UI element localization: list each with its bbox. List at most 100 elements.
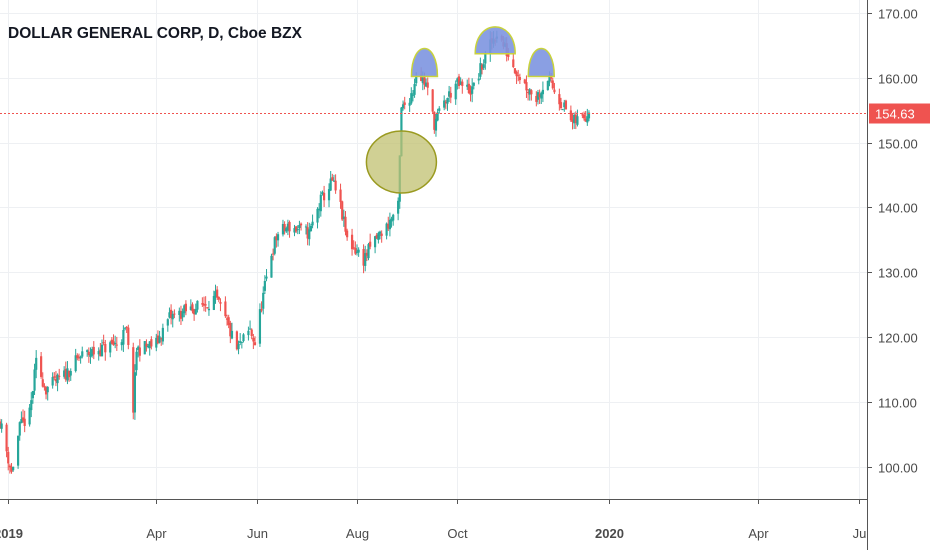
candle-body[interactable] [526, 92, 530, 94]
candle-body[interactable] [97, 351, 100, 355]
candle-body[interactable] [449, 92, 452, 98]
candle-body[interactable] [352, 247, 355, 249]
candle-body[interactable] [40, 356, 43, 377]
candle-body[interactable] [587, 112, 591, 119]
candle-body[interactable] [214, 291, 217, 298]
candle-body[interactable] [258, 309, 262, 344]
candle-body[interactable] [459, 81, 462, 85]
candle-body[interactable] [423, 77, 426, 85]
candle-body[interactable] [173, 313, 176, 315]
candle-body[interactable] [120, 342, 123, 346]
candle-body[interactable] [354, 248, 357, 254]
candle-body[interactable] [191, 304, 194, 312]
candle-body[interactable] [18, 422, 21, 436]
candle-body[interactable] [21, 417, 25, 421]
candle-body[interactable] [401, 104, 405, 109]
candle-body[interactable] [219, 302, 222, 304]
candle-body[interactable] [127, 327, 130, 345]
candle-body[interactable] [515, 71, 518, 77]
candle-body[interactable] [158, 336, 161, 343]
candle-body[interactable] [189, 306, 192, 310]
candle-body[interactable] [194, 309, 197, 315]
candle-body[interactable] [133, 372, 137, 413]
candle-body[interactable] [155, 337, 158, 348]
candle-body[interactable] [100, 344, 104, 357]
candle-body[interactable] [283, 224, 286, 232]
candle-body[interactable] [540, 92, 543, 99]
candle-body[interactable] [184, 303, 188, 312]
candle-body[interactable] [408, 102, 411, 106]
candle-body[interactable] [104, 343, 107, 353]
candle-body[interactable] [375, 234, 378, 239]
candle-body[interactable] [369, 241, 372, 247]
candle-body[interactable] [364, 253, 367, 266]
candle-body[interactable] [8, 465, 11, 468]
candle-body[interactable] [273, 237, 276, 254]
candle-body[interactable] [411, 94, 415, 96]
candle-body[interactable] [293, 228, 296, 233]
candle-body[interactable] [46, 386, 49, 393]
candle-body[interactable] [64, 368, 67, 380]
candle-body[interactable] [433, 111, 436, 130]
candle-body[interactable] [20, 419, 23, 424]
candle-body[interactable] [512, 59, 515, 68]
candle-body[interactable] [311, 221, 314, 226]
candle-body[interactable] [125, 326, 128, 328]
candle-body[interactable] [156, 335, 160, 344]
candle-body[interactable] [471, 86, 474, 94]
candle-body[interactable] [563, 102, 566, 108]
candle-body[interactable] [281, 224, 285, 235]
candle-body[interactable] [227, 317, 230, 325]
candle-body[interactable] [438, 108, 441, 111]
candle-body[interactable] [424, 82, 428, 87]
candle-body[interactable] [446, 97, 449, 104]
candle-body[interactable] [484, 53, 487, 64]
candle-body[interactable] [477, 78, 480, 81]
candle-body[interactable] [114, 342, 117, 344]
candle-body[interactable] [43, 386, 46, 388]
candle-body[interactable] [5, 424, 8, 452]
candle-body[interactable] [135, 351, 138, 371]
candle-body[interactable] [112, 341, 115, 346]
candle-body[interactable] [584, 118, 587, 122]
candle-body[interactable] [472, 82, 475, 86]
candle-body[interactable] [262, 292, 265, 309]
candle-body[interactable] [242, 334, 245, 342]
candle-body[interactable] [339, 189, 342, 202]
candle-body[interactable] [248, 328, 252, 330]
candle-body[interactable] [12, 466, 15, 471]
candle-body[interactable] [318, 208, 321, 210]
candle-body[interactable] [201, 303, 204, 305]
candle-body[interactable] [444, 101, 447, 104]
candle-body[interactable] [225, 318, 229, 320]
candle-body[interactable] [288, 222, 291, 232]
candle-body[interactable] [586, 116, 589, 123]
candle-body[interactable] [91, 349, 94, 356]
candle-body[interactable] [466, 84, 469, 87]
candle-body[interactable] [415, 76, 418, 84]
candle-body[interactable] [79, 356, 82, 359]
candle-body[interactable] [110, 339, 113, 344]
candle-body[interactable] [263, 280, 266, 291]
candle-body[interactable] [558, 94, 561, 105]
candle-body[interactable] [518, 77, 521, 81]
candle-body[interactable] [169, 309, 173, 319]
candle-body[interactable] [434, 118, 438, 131]
candle-body[interactable] [276, 234, 280, 241]
candle-body[interactable] [316, 208, 319, 223]
candle-body[interactable] [308, 229, 311, 240]
candle-body[interactable] [304, 226, 308, 228]
candle-body[interactable] [457, 76, 461, 86]
candle-body[interactable] [378, 231, 382, 234]
candle-body[interactable] [454, 83, 457, 100]
candle-body[interactable] [517, 75, 520, 77]
candle-body[interactable] [561, 109, 564, 111]
candle-body[interactable] [569, 110, 572, 121]
candle-body[interactable] [275, 236, 278, 241]
candle-body[interactable] [89, 354, 92, 357]
candle-body[interactable] [327, 189, 331, 201]
candle-body[interactable] [346, 230, 349, 238]
candle-body[interactable] [247, 330, 250, 336]
candle-body[interactable] [559, 102, 563, 109]
candle-body[interactable] [146, 346, 150, 348]
